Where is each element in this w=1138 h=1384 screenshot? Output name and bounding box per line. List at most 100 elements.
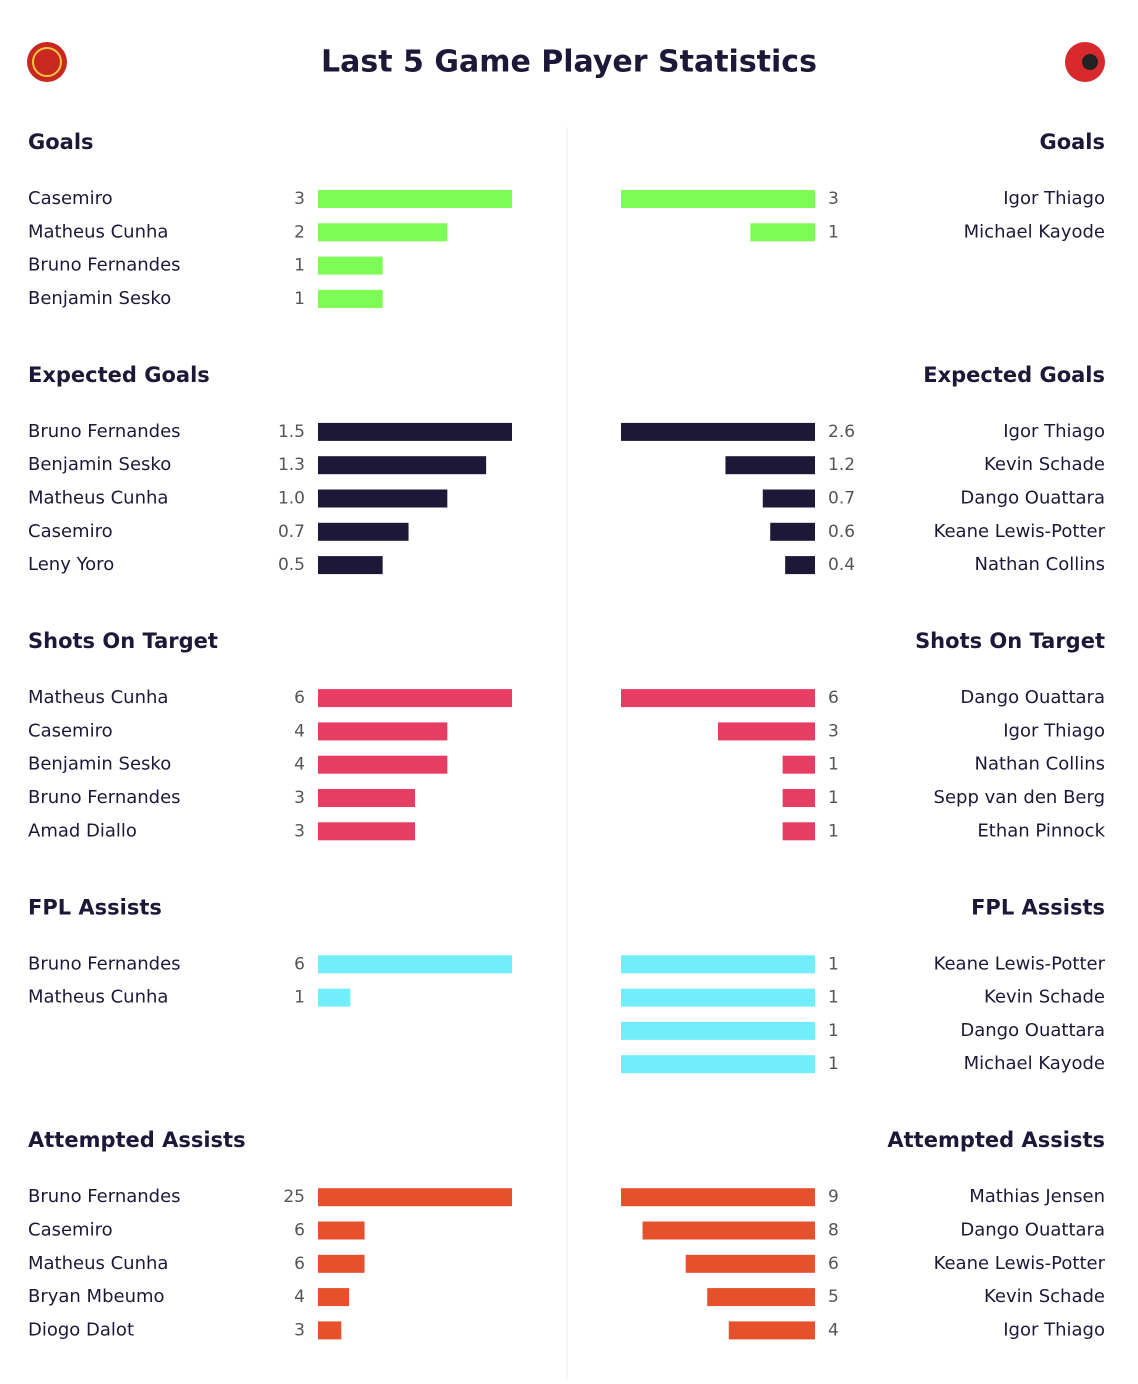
- section-title: FPL Assists: [971, 895, 1105, 919]
- player-name: Igor Thiago: [1003, 188, 1105, 209]
- bar: [318, 190, 512, 208]
- bar: [621, 422, 815, 441]
- player-name: Bruno Fernandes: [28, 953, 181, 974]
- player-name: Kevin Schade: [984, 987, 1105, 1008]
- player-name: Benjamin Sesko: [28, 454, 171, 475]
- bar: [621, 1188, 815, 1207]
- player-name: Benjamin Sesko: [28, 754, 171, 775]
- value-label: 1.0: [278, 489, 305, 509]
- bar: [621, 1055, 815, 1074]
- bar: [318, 689, 512, 708]
- player-name: Matheus Cunha: [28, 221, 168, 242]
- player-name: Bruno Fernandes: [28, 421, 181, 442]
- value-label: 3: [828, 721, 839, 741]
- bar: [718, 722, 815, 741]
- player-name: Keane Lewis-Potter: [934, 1253, 1106, 1274]
- bar: [318, 456, 487, 475]
- bar: [318, 1188, 512, 1207]
- value-label: 1: [828, 954, 839, 974]
- value-label: 1.2: [828, 455, 855, 475]
- player-name: Igor Thiago: [1003, 720, 1105, 741]
- bar: [621, 988, 815, 1007]
- player-name: Kevin Schade: [984, 454, 1105, 475]
- bar: [707, 1288, 815, 1307]
- bar: [621, 689, 815, 708]
- player-name: Nathan Collins: [975, 754, 1106, 775]
- player-name: Matheus Cunha: [28, 987, 168, 1008]
- player-name: Michael Kayode: [964, 221, 1105, 242]
- player-name: Matheus Cunha: [28, 488, 168, 509]
- bar: [318, 489, 448, 508]
- value-label: 8: [828, 1221, 839, 1241]
- value-label: 1.3: [278, 455, 305, 475]
- bar: [621, 1021, 815, 1040]
- player-name: Bruno Fernandes: [28, 255, 181, 276]
- value-label: 4: [294, 1287, 305, 1307]
- player-name: Leny Yoro: [28, 554, 114, 575]
- bar: [728, 1321, 815, 1340]
- section-title: Shots On Target: [28, 629, 218, 653]
- value-label: 1: [828, 1021, 839, 1041]
- player-name: Diogo Dalot: [28, 1319, 134, 1340]
- bar: [318, 1321, 342, 1340]
- value-label: 1: [828, 821, 839, 841]
- player-name: Casemiro: [28, 521, 113, 542]
- away-logo-bee: [1082, 54, 1098, 70]
- bar: [782, 755, 815, 774]
- section-title: Goals: [28, 130, 94, 154]
- title: Last 5 Game Player Statistics: [321, 45, 817, 80]
- value-label: 1: [294, 289, 305, 309]
- player-name: Bruno Fernandes: [28, 1186, 181, 1207]
- player-name: Dango Ouattara: [960, 488, 1105, 509]
- player-name: Keane Lewis-Potter: [934, 521, 1106, 542]
- value-label: 6: [294, 954, 305, 974]
- bar: [318, 256, 383, 275]
- bar: [318, 755, 448, 774]
- value-label: 6: [828, 688, 839, 708]
- bar: [621, 190, 815, 208]
- bar: [318, 955, 512, 974]
- player-name: Casemiro: [28, 720, 113, 741]
- bar: [318, 556, 383, 575]
- player-name: Benjamin Sesko: [28, 288, 171, 309]
- player-name: Keane Lewis-Potter: [934, 953, 1106, 974]
- player-name: Matheus Cunha: [28, 687, 168, 708]
- section-title: FPL Assists: [28, 895, 162, 919]
- value-label: 0.4: [828, 555, 855, 575]
- player-name: Casemiro: [28, 188, 113, 209]
- bar: [770, 522, 815, 541]
- value-label: 1: [828, 788, 839, 808]
- value-label: 6: [828, 1254, 839, 1274]
- bar: [782, 789, 815, 807]
- section-title: Expected Goals: [923, 363, 1105, 387]
- value-label: 5: [828, 1287, 839, 1307]
- value-label: 3: [294, 821, 305, 841]
- value-label: 9: [828, 1187, 839, 1207]
- bar: [318, 722, 448, 741]
- bar: [318, 223, 448, 242]
- player-name: Matheus Cunha: [28, 1253, 168, 1274]
- value-label: 4: [294, 755, 305, 775]
- bar: [782, 822, 815, 841]
- value-label: 6: [294, 688, 305, 708]
- value-label: 1.5: [278, 422, 305, 442]
- bar: [621, 955, 815, 974]
- value-label: 0.6: [828, 522, 855, 542]
- value-label: 25: [283, 1187, 305, 1207]
- value-label: 3: [294, 1320, 305, 1340]
- player-name: Michael Kayode: [964, 1053, 1105, 1074]
- value-label: 1: [828, 988, 839, 1008]
- value-label: 1: [294, 988, 305, 1008]
- bar: [750, 223, 815, 242]
- section-title: Shots On Target: [915, 629, 1105, 653]
- section-title: Goals: [1039, 130, 1105, 154]
- bar: [318, 289, 383, 308]
- value-label: 0.7: [828, 489, 855, 509]
- player-name: Bruno Fernandes: [28, 787, 181, 808]
- bar: [318, 522, 409, 541]
- value-label: 1: [828, 755, 839, 775]
- value-label: 2: [294, 222, 305, 242]
- bar: [642, 1221, 815, 1240]
- value-label: 4: [828, 1320, 839, 1340]
